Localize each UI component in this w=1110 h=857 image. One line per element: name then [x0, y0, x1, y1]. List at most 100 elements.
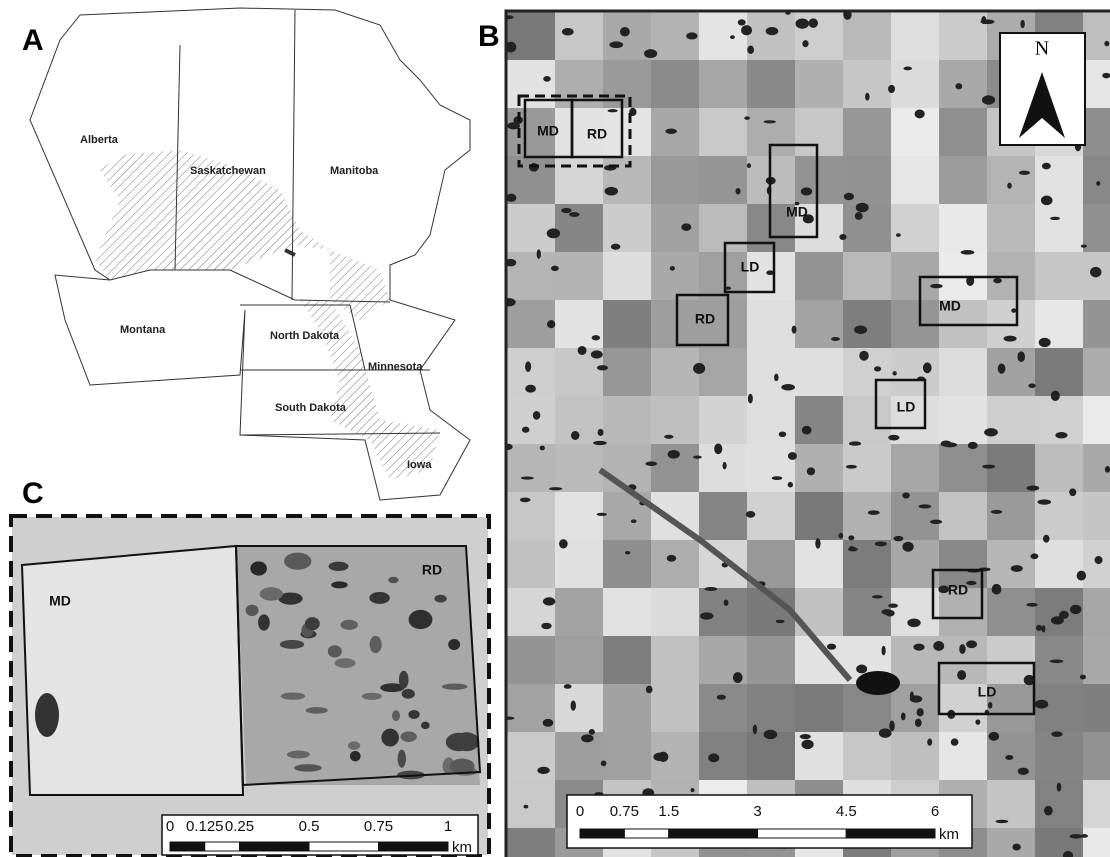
pond — [882, 646, 886, 656]
pond — [350, 751, 361, 762]
pond — [747, 163, 751, 168]
field — [603, 204, 652, 253]
field — [747, 396, 796, 445]
field — [891, 204, 940, 253]
pond — [592, 335, 600, 340]
pond — [801, 740, 813, 750]
pond — [691, 788, 695, 792]
pond — [593, 441, 607, 445]
scale-label: 0 — [576, 803, 584, 820]
pond — [888, 435, 899, 441]
field — [1083, 540, 1110, 589]
field — [795, 396, 844, 445]
field — [1083, 108, 1110, 157]
pond — [849, 441, 861, 445]
plot-label: RD — [695, 311, 715, 327]
pond — [854, 326, 867, 334]
pond — [370, 636, 382, 653]
plot-label: LD — [897, 399, 916, 415]
field — [507, 252, 556, 301]
field — [939, 12, 988, 61]
field — [603, 348, 652, 397]
pond — [246, 605, 259, 616]
scale-label: 0.125 — [186, 818, 224, 835]
pond — [620, 27, 630, 36]
pond — [607, 109, 617, 112]
field — [987, 492, 1036, 541]
pond — [1042, 163, 1051, 170]
field — [603, 588, 652, 637]
panel-label: B — [478, 20, 500, 53]
pond — [645, 461, 657, 465]
field — [939, 108, 988, 157]
field — [507, 12, 556, 61]
pond — [704, 587, 717, 591]
field — [651, 60, 700, 109]
field — [795, 492, 844, 541]
pond — [815, 538, 820, 548]
pond — [581, 734, 593, 742]
map-c — [12, 517, 488, 855]
pond — [872, 595, 883, 598]
field — [891, 636, 940, 685]
field — [651, 156, 700, 205]
pond — [1035, 700, 1048, 709]
field — [603, 108, 652, 157]
field — [1083, 588, 1110, 637]
field — [507, 444, 556, 493]
field — [747, 492, 796, 541]
field — [795, 300, 844, 349]
field — [603, 60, 652, 109]
field — [1035, 444, 1084, 493]
field — [507, 540, 556, 589]
region-label: North Dakota — [270, 330, 340, 342]
pond — [388, 577, 398, 583]
field — [507, 396, 556, 445]
field — [891, 156, 940, 205]
field — [699, 348, 748, 397]
pond — [331, 581, 348, 588]
pond — [434, 595, 446, 603]
pond — [1051, 391, 1060, 401]
field — [555, 156, 604, 205]
pond — [988, 732, 999, 741]
pond — [735, 188, 740, 194]
pond — [1077, 571, 1086, 581]
pond — [856, 203, 869, 213]
field — [1083, 828, 1110, 857]
pond — [744, 116, 750, 119]
pond — [328, 645, 342, 657]
pond — [631, 519, 637, 523]
pond — [848, 535, 854, 540]
scale-unit: km — [939, 826, 959, 843]
pond — [724, 600, 729, 606]
pond — [306, 707, 328, 714]
pond — [547, 228, 560, 238]
pond — [893, 536, 903, 541]
pond — [902, 492, 909, 498]
pond — [537, 249, 541, 259]
field — [22, 545, 243, 795]
scale-segment — [309, 842, 379, 851]
pond — [795, 19, 809, 29]
field — [939, 60, 988, 109]
pond — [915, 719, 922, 727]
pond — [748, 394, 753, 404]
pond — [571, 431, 579, 440]
pond — [668, 450, 680, 459]
pond — [792, 326, 797, 334]
field — [843, 108, 892, 157]
pond — [881, 609, 892, 615]
pond — [250, 561, 267, 575]
pond — [764, 120, 776, 123]
pond — [561, 208, 571, 213]
field — [603, 636, 652, 685]
field — [1083, 492, 1110, 541]
field — [555, 12, 604, 61]
field — [603, 540, 652, 589]
pond — [665, 129, 677, 134]
pond — [855, 212, 863, 220]
plot-label: RD — [422, 562, 442, 578]
pond — [589, 729, 595, 735]
scale-segment — [580, 829, 624, 838]
